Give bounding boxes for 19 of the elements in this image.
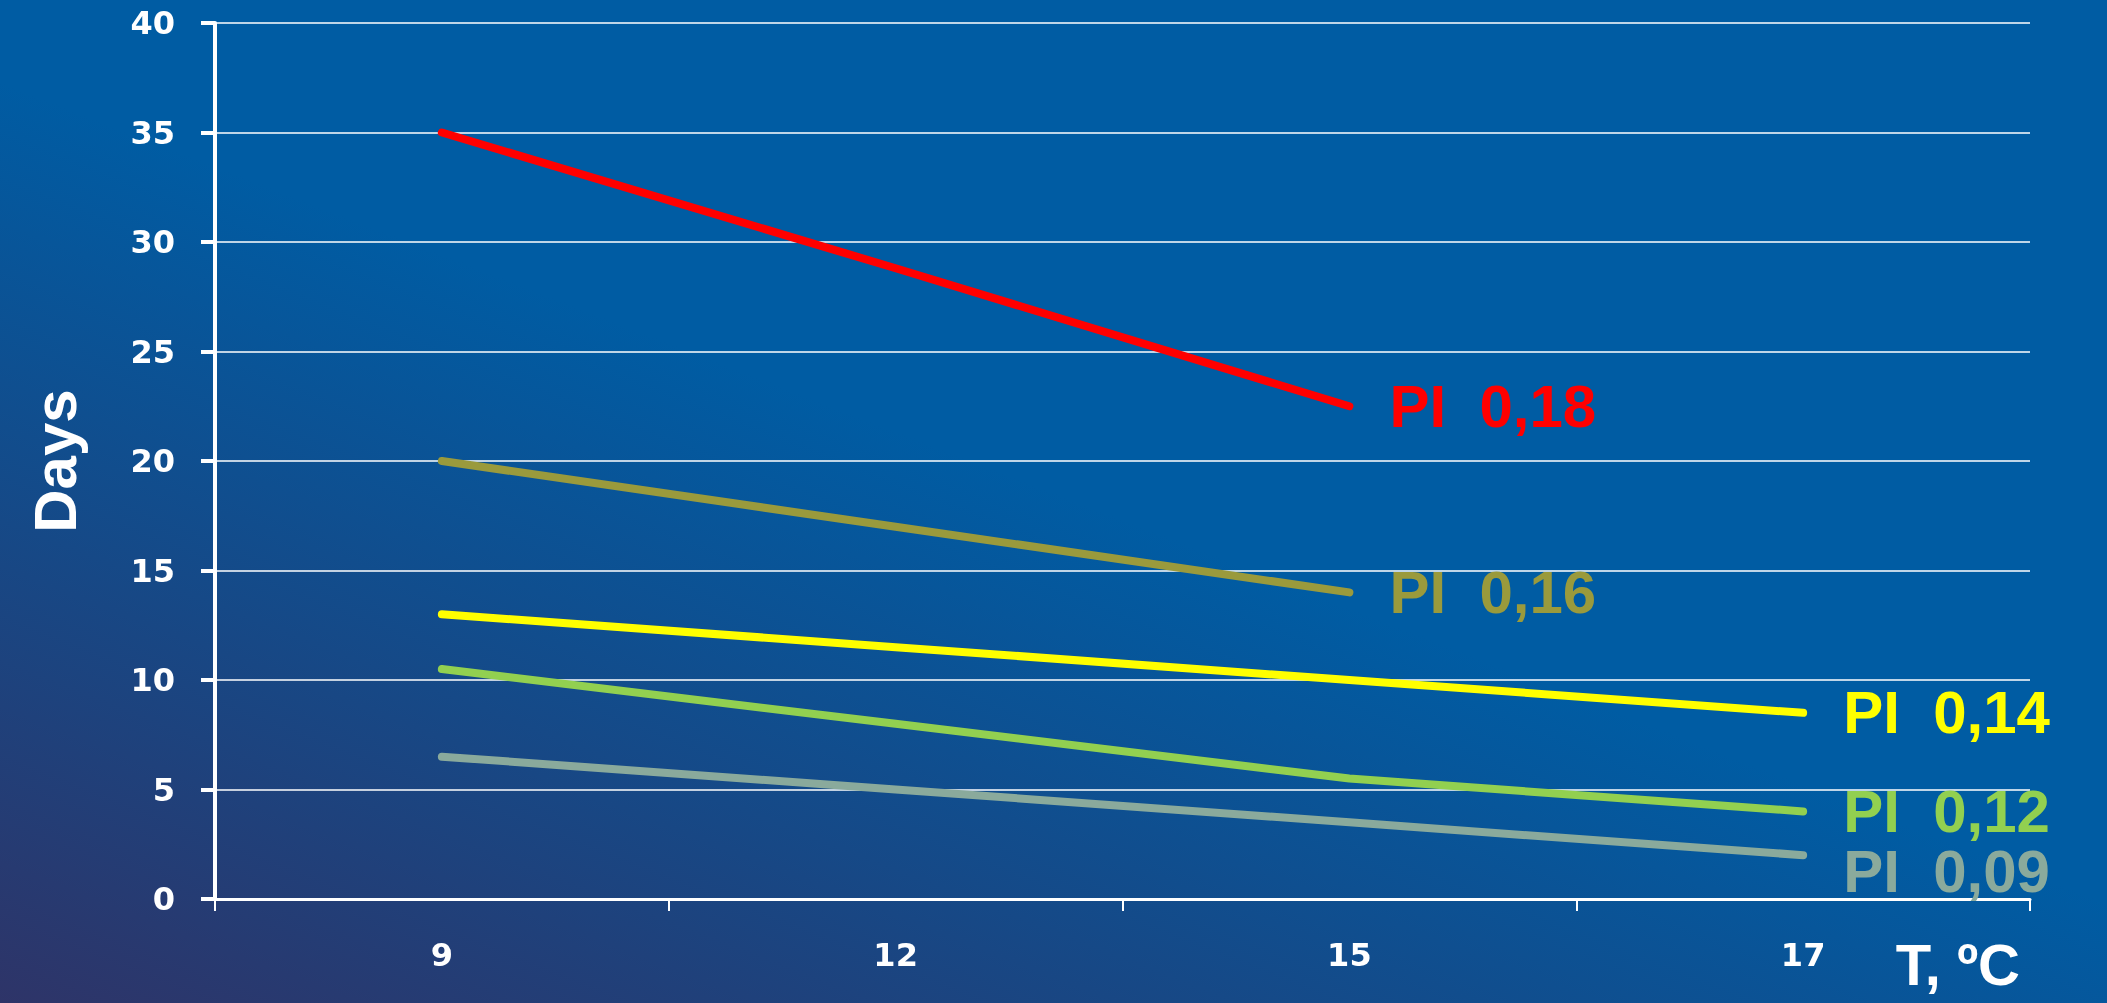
x-tick-label: 17	[1780, 936, 1826, 974]
y-tick-label: 35	[130, 113, 175, 152]
y-tick-label: 20	[130, 442, 175, 480]
series-label: PI 0,16	[1389, 558, 1597, 626]
series-label: PI 0,14	[1843, 679, 2051, 747]
x-tick-label: 15	[1327, 936, 1372, 974]
y-tick-label: 5	[152, 770, 175, 809]
y-tick-label: 40	[130, 4, 175, 42]
y-tick-label: 25	[130, 332, 175, 371]
x-axis-title: T, ºC	[1895, 931, 2020, 997]
x-tick-label: 9	[430, 936, 454, 974]
y-tick-label: 10	[130, 661, 175, 699]
x-tick-label: 12	[873, 936, 918, 974]
series-label: PI 0,18	[1389, 372, 1597, 440]
series-label: PI 0,12	[1843, 777, 2050, 845]
y-tick-label: 0	[152, 880, 175, 918]
y-axis-title: Days	[21, 389, 89, 533]
y-tick-label: 30	[130, 223, 175, 261]
y-tick-label: 15	[130, 551, 175, 590]
